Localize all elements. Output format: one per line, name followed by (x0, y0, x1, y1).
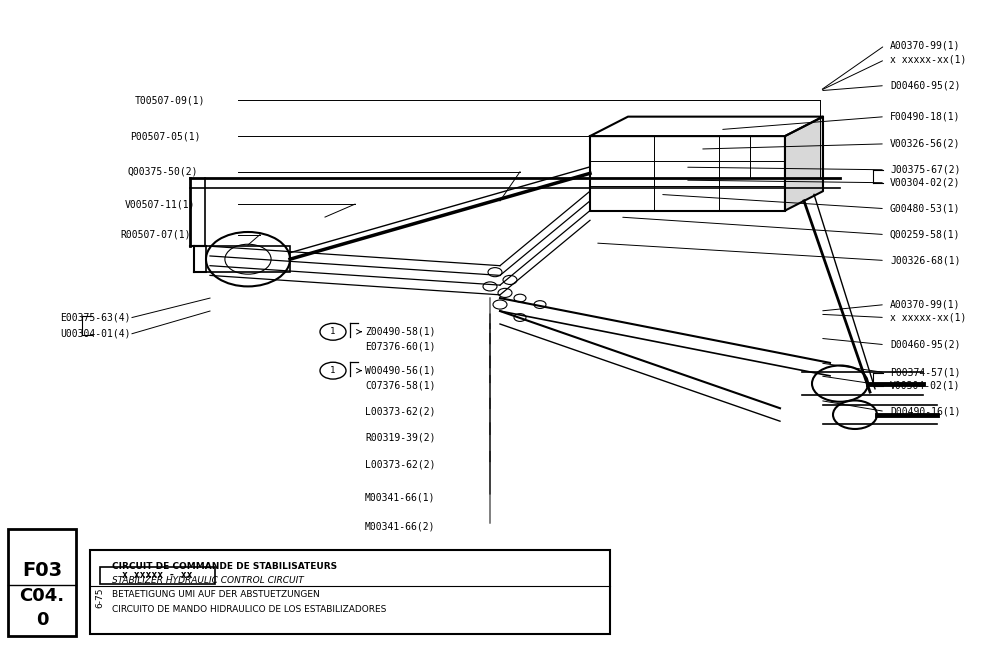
Circle shape (812, 365, 868, 402)
Circle shape (833, 400, 877, 429)
Text: L00373-62(2): L00373-62(2) (365, 406, 436, 417)
Text: J00375-67(2): J00375-67(2) (890, 165, 960, 175)
Text: M00341-66(1): M00341-66(1) (365, 492, 436, 502)
Bar (90, 550, 610, 634)
Text: STABILIZER HYDRAULIC CONTROL CIRCUIT: STABILIZER HYDRAULIC CONTROL CIRCUIT (112, 576, 304, 585)
Polygon shape (590, 117, 823, 136)
Text: E07376-60(1): E07376-60(1) (365, 341, 436, 352)
Text: V00507-11(1): V00507-11(1) (125, 199, 196, 209)
Text: 6-75: 6-75 (95, 588, 104, 608)
Text: C07376-58(1): C07376-58(1) (365, 380, 436, 391)
Text: V00304-02(1): V00304-02(1) (890, 380, 960, 391)
Text: 1: 1 (330, 327, 336, 336)
Text: E00375-63(4): E00375-63(4) (60, 312, 130, 323)
Text: x xxxxx-xx(1): x xxxxx-xx(1) (890, 312, 966, 323)
Text: M00341-66(2): M00341-66(2) (365, 521, 436, 531)
Text: 1: 1 (330, 366, 336, 375)
Text: BETAETIGUNG UMI AUF DER ABSTUETZUNGEN: BETAETIGUNG UMI AUF DER ABSTUETZUNGEN (112, 590, 320, 599)
Text: A00370-99(1): A00370-99(1) (890, 40, 960, 51)
Text: Q00375-50(2): Q00375-50(2) (127, 167, 198, 177)
Text: CIRCUITO DE MANDO HIDRAULICO DE LOS ESTABILIZADORES: CIRCUITO DE MANDO HIDRAULICO DE LOS ESTA… (112, 605, 386, 614)
Bar (100, 567, 215, 584)
Text: D00460-95(2): D00460-95(2) (890, 340, 960, 350)
Bar (590, 136, 785, 211)
Text: A00370-99(1): A00370-99(1) (890, 299, 960, 310)
Text: V00304-02(2): V00304-02(2) (890, 178, 960, 188)
Text: R00319-39(2): R00319-39(2) (365, 432, 436, 443)
Text: W00490-56(1): W00490-56(1) (365, 365, 436, 376)
Text: CIRCUIT DE COMMANDE DE STABILISATEURS: CIRCUIT DE COMMANDE DE STABILISATEURS (112, 562, 337, 571)
Bar (8, 529, 76, 636)
Text: V00326-56(2): V00326-56(2) (890, 139, 960, 149)
Text: P00374-57(1): P00374-57(1) (890, 367, 960, 378)
Text: P00507-05(1): P00507-05(1) (130, 131, 200, 141)
Text: L00373-62(2): L00373-62(2) (365, 459, 436, 470)
Text: F00490-18(1): F00490-18(1) (890, 111, 960, 122)
Text: Q00259-58(1): Q00259-58(1) (890, 229, 960, 240)
Text: x xxxxx - xx: x xxxxx - xx (122, 570, 193, 581)
Text: D00460-95(2): D00460-95(2) (890, 80, 960, 91)
Text: C04.: C04. (19, 586, 65, 605)
Text: D00490-16(1): D00490-16(1) (890, 406, 960, 417)
Text: F03: F03 (22, 561, 62, 579)
Text: Z00490-58(1): Z00490-58(1) (365, 327, 436, 337)
Polygon shape (785, 117, 823, 211)
Text: 0: 0 (36, 611, 48, 629)
Text: R00507-07(1): R00507-07(1) (120, 229, 190, 240)
Text: T00507-09(1): T00507-09(1) (135, 95, 206, 106)
Text: x xxxxx-xx(1): x xxxxx-xx(1) (890, 54, 966, 65)
Text: J00326-68(1): J00326-68(1) (890, 255, 960, 266)
Text: U00304-01(4): U00304-01(4) (60, 329, 130, 339)
Text: G00480-53(1): G00480-53(1) (890, 203, 960, 214)
Bar (206, 246, 290, 272)
